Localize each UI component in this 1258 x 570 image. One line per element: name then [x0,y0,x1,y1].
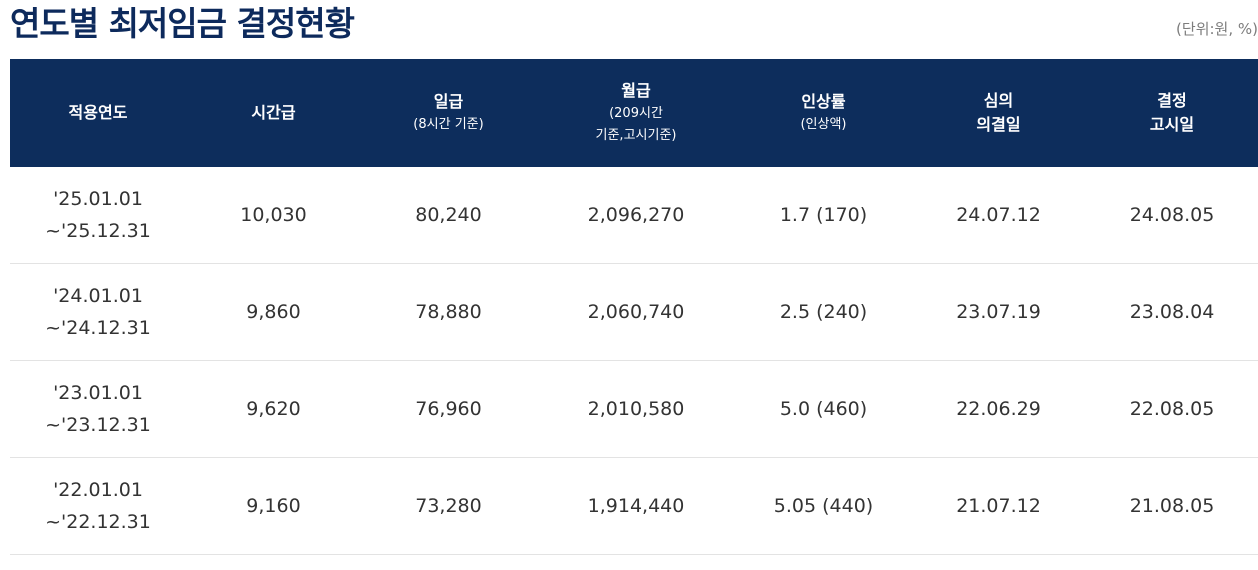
cell-monthly: 2,060,740 [536,263,736,361]
cell-empty [911,555,1086,570]
header-label: 적용연도 [68,103,128,122]
cell-increase: 5.0 (460) [736,360,911,458]
cell-resolution-date: 21.07.12 [911,457,1086,555]
header-label: 결정 [1157,91,1187,110]
cell-resolution-date: 23.07.19 [911,263,1086,361]
table-row: '24.01.01 ~'24.12.31 9,860 78,880 2,060,… [10,263,1258,361]
header-increase: 인상률 (인상액) [736,59,911,167]
cell-notice-date: 23.08.04 [1086,263,1258,361]
period-start: '23.01.01 [53,382,143,404]
cell-period: '22.01.01 ~'22.12.31 [10,457,186,555]
header-period: 적용연도 [10,59,186,167]
period-end: ~'23.12.31 [45,414,151,436]
cell-empty [361,555,536,570]
cell-empty [10,555,186,570]
cell-resolution-date: 24.07.12 [911,167,1086,264]
cell-daily: 78,880 [361,263,536,361]
header-monthly: 월급 (209시간 기준,고시기준) [536,59,736,167]
header-notice-date: 결정 고시일 [1086,59,1258,167]
header-sublabel: (8시간 기준) [413,117,484,132]
table-row-partial [10,555,1258,570]
header-sublabel: (인상액) [800,117,847,132]
cell-period: '23.01.01 ~'23.12.31 [10,360,186,458]
cell-increase: 1.7 (170) [736,167,911,264]
table-header-row: 적용연도 시간급 일급 (8시간 기준) 월급 (209시간 기준,고시기준) … [10,59,1258,167]
header-sublabel: (209시간 [609,106,663,121]
header-label: 의결일 [976,115,1021,134]
header-resolution-date: 심의 의결일 [911,59,1086,167]
cell-daily: 80,240 [361,167,536,264]
cell-resolution-date: 22.06.29 [911,360,1086,458]
cell-empty [186,555,361,570]
header-label: 시간급 [251,103,296,122]
cell-daily: 76,960 [361,360,536,458]
table-row: '23.01.01 ~'23.12.31 9,620 76,960 2,010,… [10,360,1258,458]
table-row: '25.01.01 ~'25.12.31 10,030 80,240 2,096… [10,167,1258,264]
cell-hourly: 9,620 [186,360,361,458]
period-end: ~'25.12.31 [45,220,151,242]
header-hourly: 시간급 [186,59,361,167]
header-sublabel: 기준,고시기준) [595,128,677,143]
cell-notice-date: 22.08.05 [1086,360,1258,458]
cell-monthly: 1,914,440 [536,457,736,555]
cell-increase: 2.5 (240) [736,263,911,361]
header-label: 고시일 [1149,115,1195,134]
period-start: '24.01.01 [53,285,143,307]
period-start: '25.01.01 [53,188,143,210]
cell-hourly: 9,160 [186,457,361,555]
header-label: 인상률 [801,92,846,111]
period-start: '22.01.01 [53,479,143,501]
period-end: ~'24.12.31 [45,317,151,339]
cell-empty [536,555,736,570]
cell-increase: 5.05 (440) [736,457,911,555]
minimum-wage-table: 적용연도 시간급 일급 (8시간 기준) 월급 (209시간 기준,고시기준) … [10,59,1258,569]
cell-notice-date: 21.08.05 [1086,457,1258,555]
period-end: ~'22.12.31 [45,511,151,533]
cell-notice-date: 24.08.05 [1086,167,1258,264]
cell-period: '25.01.01 ~'25.12.31 [10,167,186,264]
cell-period: '24.01.01 ~'24.12.31 [10,263,186,361]
header-label: 심의 [983,91,1014,110]
page-title: 연도별 최저임금 결정현황 [10,4,355,43]
cell-daily: 73,280 [361,457,536,555]
cell-empty [1086,555,1258,570]
cell-empty [736,555,911,570]
header-daily: 일급 (8시간 기준) [361,59,536,167]
table-row: '22.01.01 ~'22.12.31 9,160 73,280 1,914,… [10,457,1258,555]
header-label: 일급 [433,92,464,111]
cell-monthly: 2,010,580 [536,360,736,458]
cell-hourly: 9,860 [186,263,361,361]
cell-monthly: 2,096,270 [536,167,736,264]
unit-note: (단위:원, %) [1176,20,1258,38]
cell-hourly: 10,030 [186,167,361,264]
header-label: 월급 [621,81,651,100]
